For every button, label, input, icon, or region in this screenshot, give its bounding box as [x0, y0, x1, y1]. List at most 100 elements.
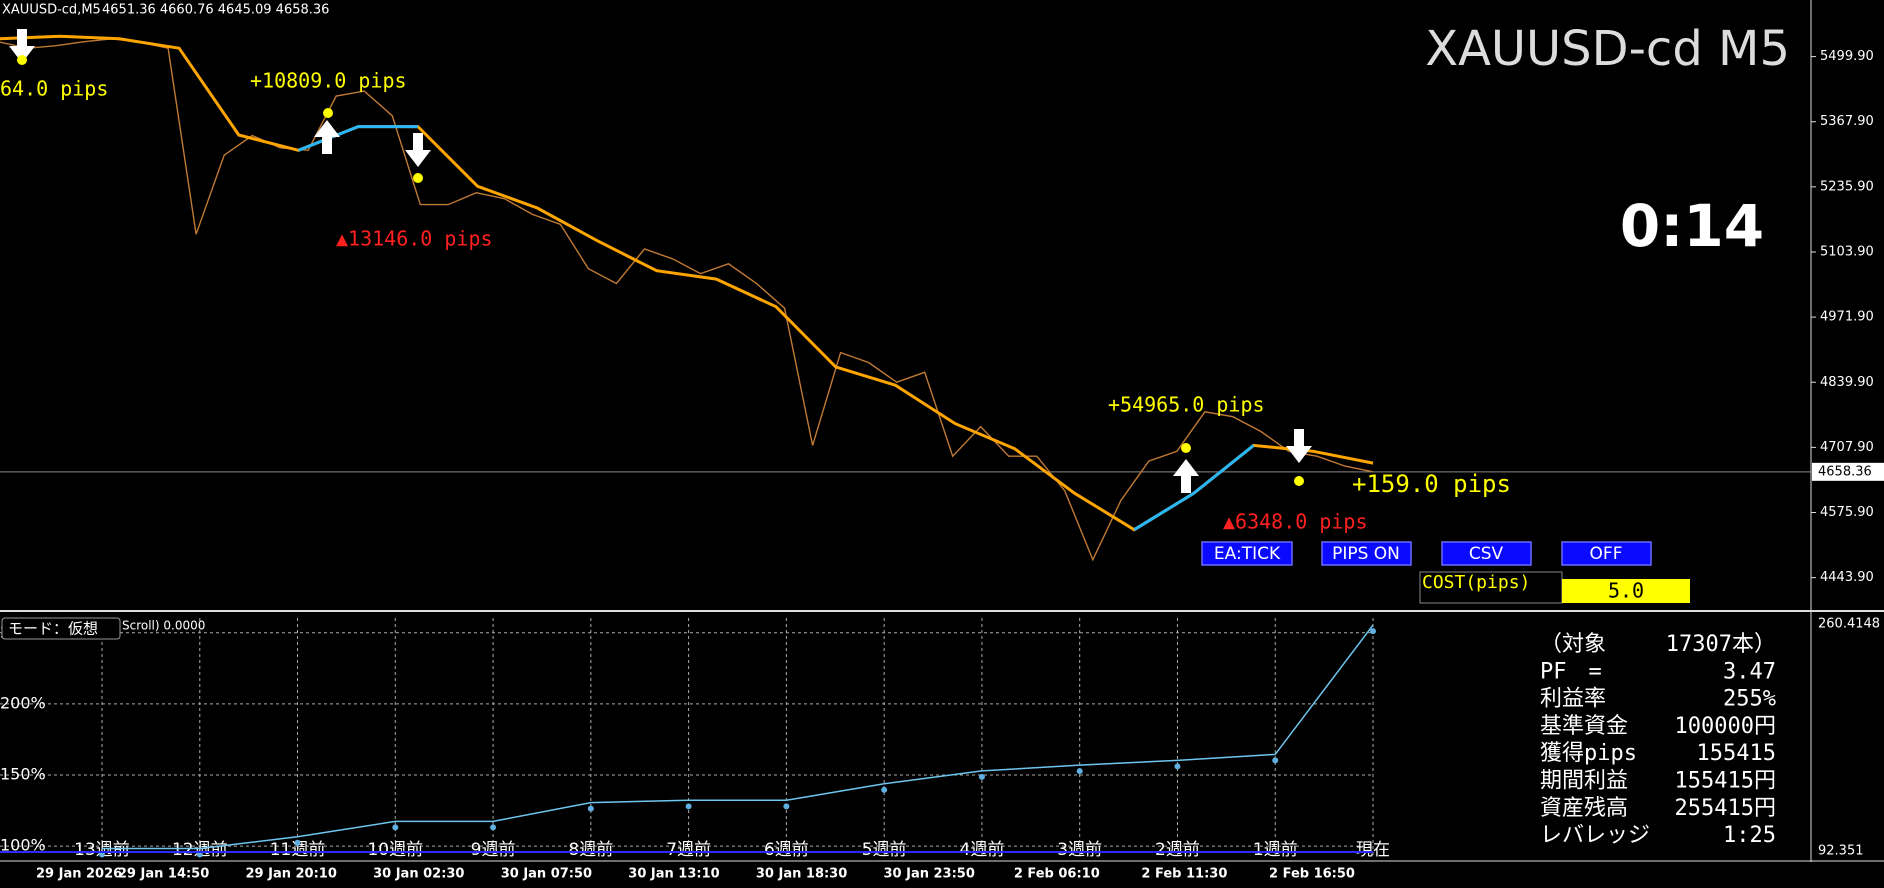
equity-point [196, 851, 203, 858]
x-tick-label: 現在 [1356, 840, 1390, 860]
equity-point [294, 839, 301, 846]
equity-point [1076, 768, 1083, 775]
y-tick-label: 150% [0, 765, 46, 784]
x-tick-label: 3週前 [1057, 840, 1102, 860]
pips-label: +54965.0 pips [1108, 393, 1265, 417]
moving-average-up [297, 125, 1255, 531]
ohlc-label: 4651.36 4660.76 4645.09 4658.36 [102, 3, 329, 18]
cost-label-box [1419, 571, 1563, 604]
x-tick-label: 2 Feb 06:10 [1014, 867, 1100, 882]
button-label[interactable]: EA:TICK [1214, 544, 1281, 564]
ea-tick-button[interactable]: EA:TICK [1201, 541, 1293, 566]
entry-dot [413, 173, 423, 183]
x-tick-label: 8週前 [568, 840, 613, 860]
x-tick-label: 10週前 [367, 840, 423, 860]
cost-input[interactable] [1562, 579, 1690, 603]
pips-label: +159.0 pips [1352, 470, 1511, 498]
x-tick-label: 6週前 [764, 840, 809, 860]
x-tick-label: 4週前 [960, 840, 1005, 860]
entry-dot [323, 108, 333, 118]
stat-label: 利益率 [1540, 687, 1606, 712]
y-tick-label: 4971.90 [1820, 310, 1874, 325]
stat-label: 期間利益 [1540, 769, 1628, 794]
buy-arrow [314, 120, 340, 154]
stat-label: 基準資金 [1540, 714, 1628, 739]
x-tick-label: 12週前 [172, 840, 228, 860]
x-tick-label: 13週前 [74, 840, 130, 860]
pips-label: 64.0 pips [0, 77, 108, 101]
stat-value: 255% [1723, 687, 1776, 712]
buy-arrow [1173, 459, 1199, 493]
sell-arrow [1286, 429, 1312, 463]
stat-label: （対象 [1540, 632, 1606, 657]
x-tick-label: 29 Jan 2026 [36, 867, 122, 882]
y-tick-label: 5103.90 [1820, 244, 1874, 259]
y-tick-label: 4443.90 [1820, 570, 1874, 585]
cost-value[interactable]: 5.0 [1608, 579, 1644, 603]
x-tick-label: 2 Feb 11:30 [1141, 867, 1227, 882]
entry-dots [17, 55, 1304, 486]
equity-line [102, 624, 1374, 850]
button-label[interactable]: PIPS ON [1332, 544, 1400, 564]
current-price-label: 4658.36 [1818, 464, 1872, 479]
stat-value: 1:25 [1723, 823, 1776, 848]
chart-title: XAUUSD-cd M5 [1425, 21, 1790, 77]
x-tick-label: 29 Jan 14:50 [118, 867, 209, 882]
button-label[interactable]: CSV [1469, 544, 1504, 564]
stat-label: PF = [1540, 659, 1602, 684]
equity-point [1174, 763, 1181, 770]
x-tick-label: 1週前 [1253, 840, 1298, 860]
y-axis-min: 92.351 [1818, 844, 1864, 859]
equity-panel: 260.414892.351100%150%200%250%13週前12週前11… [0, 617, 1880, 860]
signal-arrows [9, 29, 1312, 493]
symbol-label: XAUUSD-cd,M5 [2, 3, 101, 18]
entry-dot [1181, 443, 1191, 453]
equity-point [881, 786, 888, 793]
y-tick-label: 5499.90 [1820, 49, 1874, 64]
off-button[interactable]: OFF [1561, 541, 1652, 566]
x-tick-label: 30 Jan 18:30 [756, 867, 847, 882]
equity-point [1370, 628, 1376, 635]
x-tick-label: 2 Feb 16:50 [1269, 867, 1355, 882]
y-tick-label: 4839.90 [1820, 375, 1874, 390]
pips-button[interactable]: PIPS ON [1321, 541, 1412, 566]
stat-value: 3.47 [1723, 659, 1776, 684]
x-tick-label: 11週前 [270, 840, 326, 860]
pips-label: ▲13146.0 pips [336, 227, 493, 251]
stat-value: 155415 [1697, 741, 1776, 766]
mode-label: モード：仮想 [8, 620, 98, 638]
y-tick-label: 100% [0, 836, 46, 855]
x-tick-label: 30 Jan 02:30 [373, 867, 464, 882]
stats-panel: （対象 17307本） PF = 3.47 利益率 255% 基準資金 100000円獲得pi… [1540, 632, 1776, 848]
y-tick-label: 5235.90 [1820, 179, 1874, 194]
stat-label: 資産残高 [1540, 796, 1628, 821]
x-tick-label: 30 Jan 23:50 [884, 867, 975, 882]
csv-button[interactable]: CSV [1441, 541, 1532, 566]
y-tick-label: 5367.90 [1820, 114, 1874, 129]
stat-label: レバレッジ [1540, 823, 1650, 848]
pips-label: +10809.0 pips [250, 69, 407, 93]
button-label[interactable]: OFF [1590, 544, 1623, 564]
stat-value: 255415円 [1675, 796, 1776, 821]
equity-point [783, 803, 790, 810]
entry-dot [1294, 476, 1304, 486]
equity-point [685, 803, 692, 810]
price-chart: 5499.90 5367.90 5235.90 5103.90 4971.90 4839.… [0, 34, 1884, 882]
price-line [0, 38, 1374, 562]
equity-point [99, 851, 105, 858]
sell-arrow [405, 133, 431, 167]
entry-dot [17, 55, 27, 65]
pips-label: ▲6348.0 pips [1223, 510, 1368, 534]
equity-point [490, 824, 497, 831]
equity-point [978, 773, 985, 780]
equity-point [1272, 757, 1279, 764]
equity-point [587, 805, 594, 812]
timer: 0:14 [1620, 192, 1764, 260]
y-tick-label: 200% [0, 693, 46, 712]
x-tick-label: 29 Jan 20:10 [246, 867, 337, 882]
x-tick-label: 30 Jan 13:10 [628, 867, 719, 882]
equity-point [392, 824, 399, 831]
current-price-box [1812, 462, 1884, 481]
